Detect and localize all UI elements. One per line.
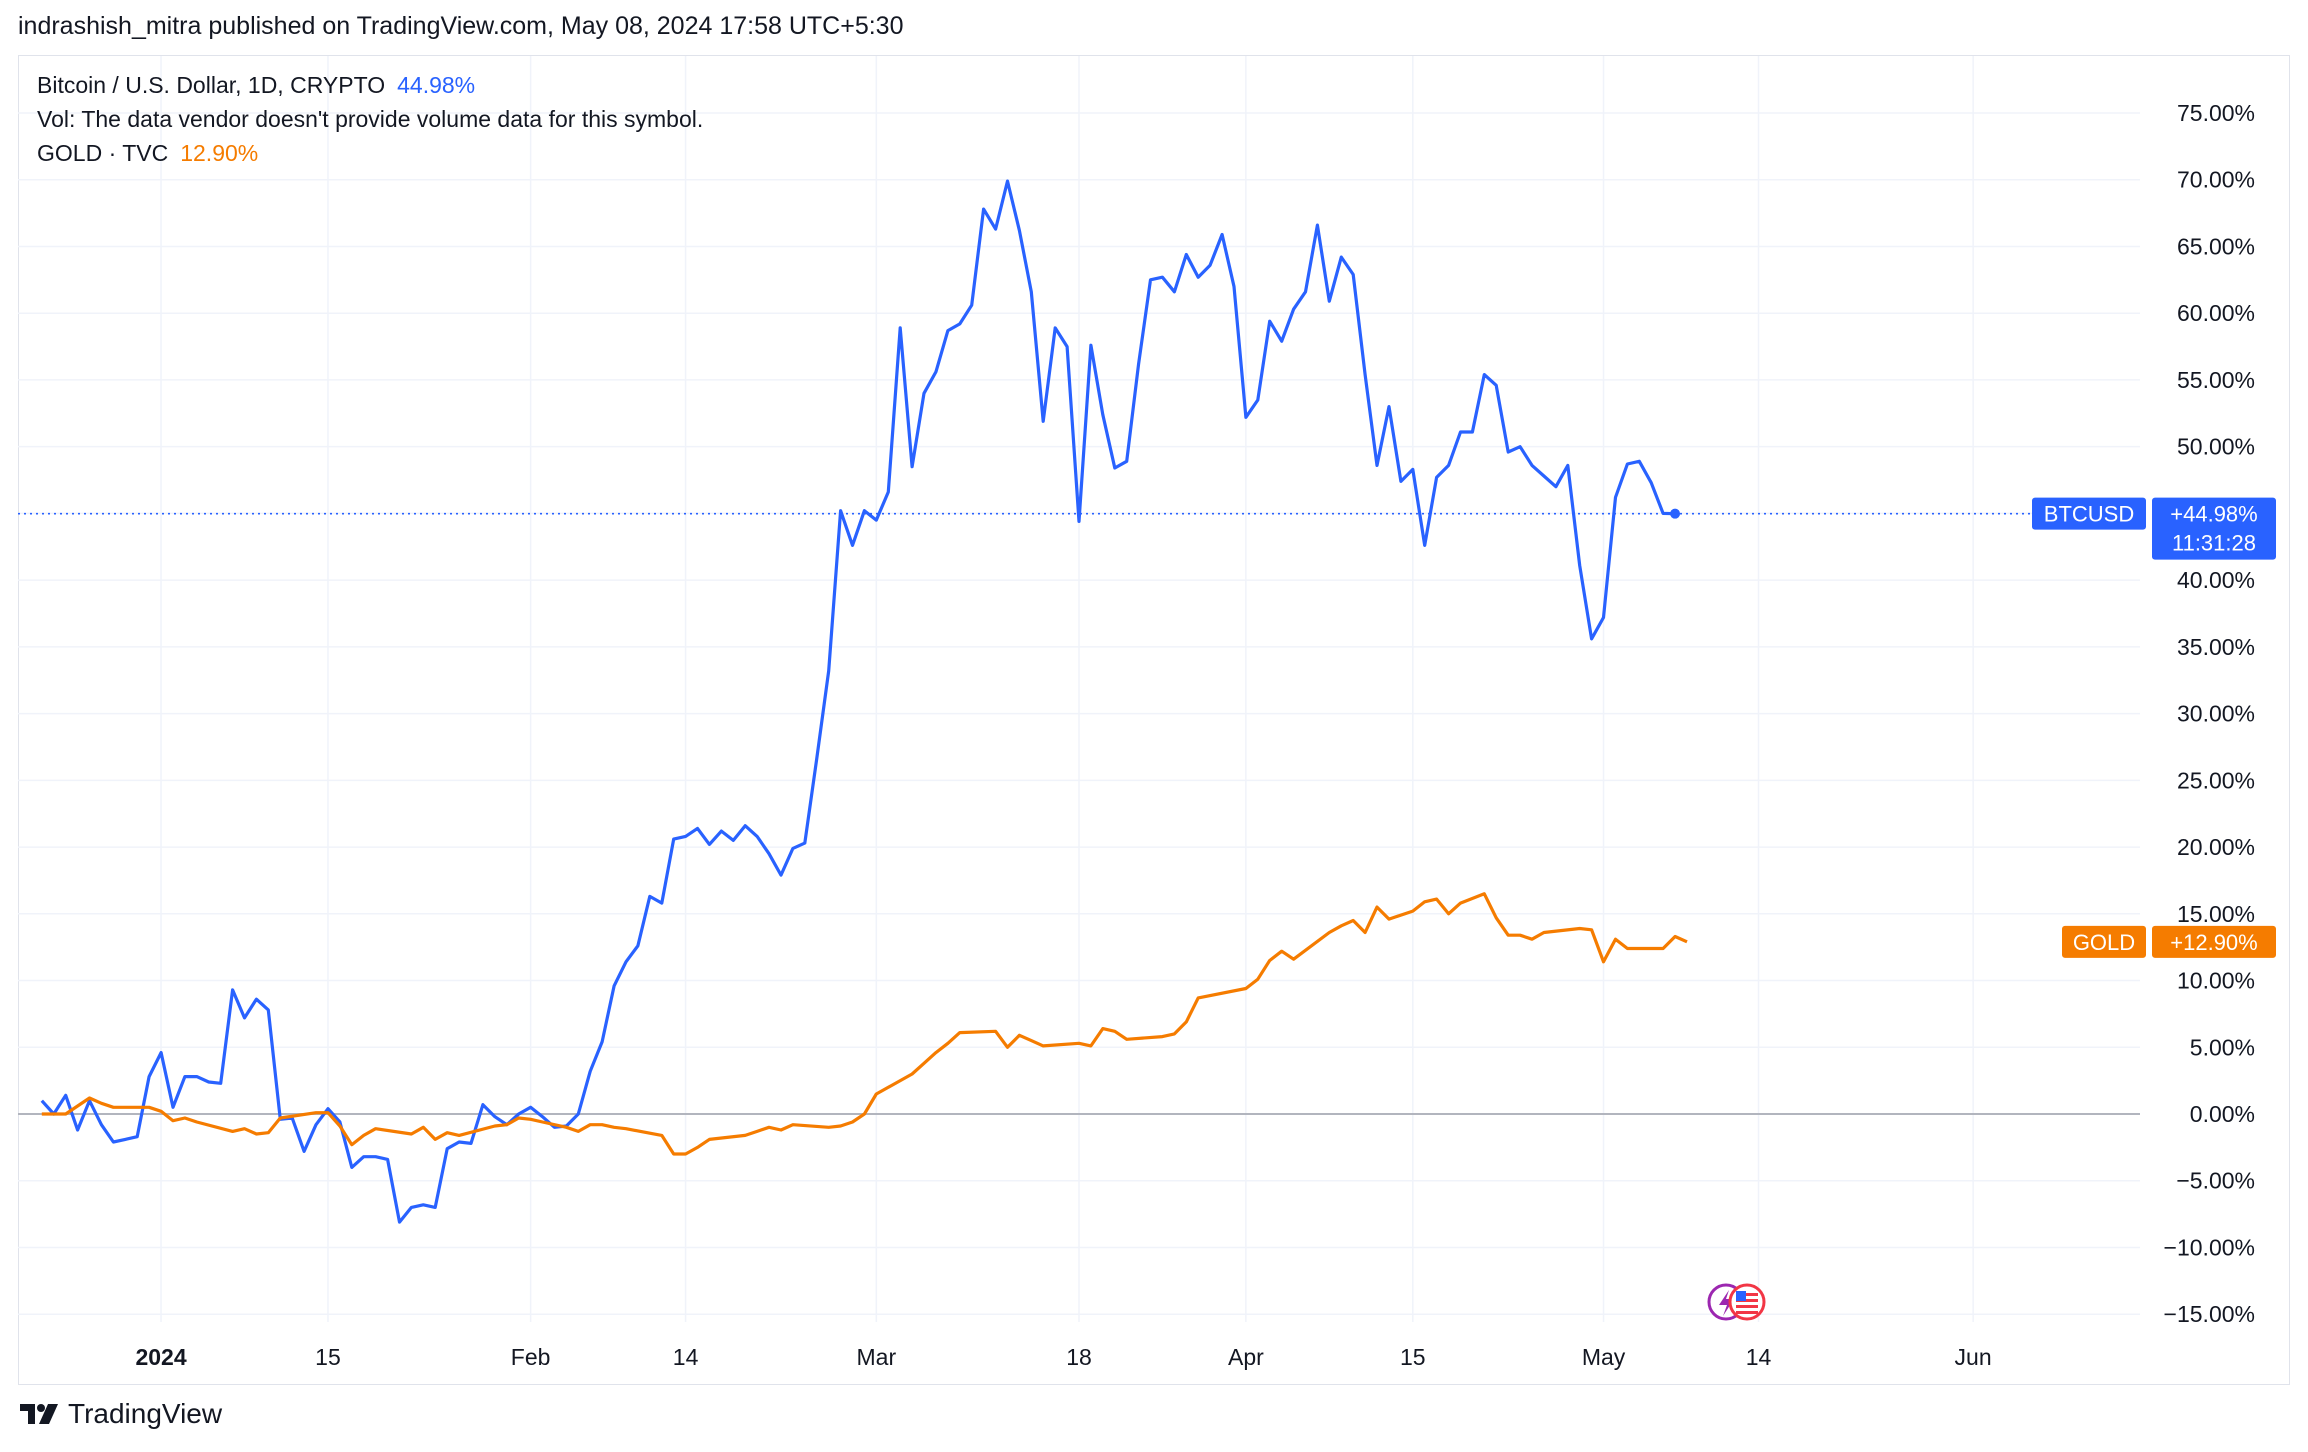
y-tick-label: −15.00% [2164,1301,2255,1327]
chart-frame [18,55,2290,1385]
y-tick-label: 35.00% [2177,634,2255,660]
legend-btc[interactable]: Bitcoin / U.S. Dollar, 1D, CRYPTO 44.98% [37,72,475,99]
x-tick-label: 14 [673,1344,699,1370]
btc-countdown-label: 11:31:28 [2172,531,2256,556]
legend-volume-text: Vol: The data vendor doesn't provide vol… [37,106,704,132]
price-badges: BTCUSD +44.98% 11:31:28 GOLD +12.90% [2032,497,2276,958]
btc-value-box [2152,497,2276,560]
x-tick-label: 15 [315,1344,341,1370]
y-axis: 75.00%70.00%65.00%60.00%55.00%50.00%45.0… [2164,100,2255,1327]
gold-value-label: +12.90% [2170,930,2257,955]
gold-symbol-label: GOLD [2073,930,2135,955]
grid-layer [18,56,2140,1322]
tradingview-brand: TradingView [68,1398,223,1429]
legend-gold-value: 12.90% [180,140,259,166]
y-tick-label: −5.00% [2176,1168,2255,1194]
legend-gold[interactable]: GOLD · TVC 12.90% [37,140,258,167]
y-tick-label: 50.00% [2177,434,2255,460]
x-tick-label: Feb [511,1344,551,1370]
y-tick-label: 60.00% [2177,300,2255,326]
y-tick-label: −10.00% [2164,1234,2255,1260]
legend-volume: Vol: The data vendor doesn't provide vol… [37,106,703,133]
gold-symbol-box [2062,925,2146,958]
y-tick-label: 10.00% [2177,968,2255,994]
legend-btc-name: Bitcoin / U.S. Dollar, 1D, CRYPTO [37,72,386,98]
us-flag-event-icon[interactable] [1728,1283,1766,1321]
tradingview-logo[interactable]: TradingView [20,1398,222,1430]
x-axis: 2024 15 Feb 14 Mar 18 Apr 15 May 14 Jun [135,1344,1991,1370]
btc-symbol-label: BTCUSD [2044,502,2134,527]
x-tick-label: 18 [1066,1344,1092,1370]
series-line-btcusd[interactable] [40,179,1676,1224]
x-tick-label: May [1582,1344,1626,1370]
legend-btc-value: 44.98% [397,72,476,98]
btc-last-point [1670,508,1681,519]
btc-symbol-box [2032,497,2146,530]
x-tick-label: Jun [1955,1344,1992,1370]
tradingview-logo-icon [20,1404,58,1424]
y-tick-label: 30.00% [2177,701,2255,727]
y-tick-label: 75.00% [2177,100,2255,126]
gold-badge[interactable]: GOLD +12.90% [2062,925,2276,958]
x-tick-label: 14 [1746,1344,1772,1370]
x-tick-label: Apr [1228,1344,1264,1370]
y-tick-label: 40.00% [2177,567,2255,593]
series-layer [18,179,2030,1224]
btc-badge[interactable]: BTCUSD +44.98% 11:31:28 [2032,497,2276,560]
gold-value-box [2152,925,2276,958]
y-tick-label: 20.00% [2177,834,2255,860]
event-icons[interactable] [1707,1283,1766,1321]
y-tick-label: 5.00% [2190,1034,2255,1060]
y-tick-label: 65.00% [2177,233,2255,259]
y-tick-label: 15.00% [2177,901,2255,927]
legend-gold-name: GOLD · TVC [37,140,169,166]
y-tick-label: 25.00% [2177,767,2255,793]
series-line-gold[interactable] [41,892,1688,1156]
x-tick-label: 2024 [135,1344,186,1370]
publish-info: indrashish_mitra published on TradingVie… [18,12,904,40]
y-tick-label: 0.00% [2190,1101,2255,1127]
x-tick-label: Mar [857,1344,897,1370]
btc-value-label: +44.98% [2170,502,2257,527]
y-tick-label: 70.00% [2177,167,2255,193]
x-tick-label: 15 [1400,1344,1426,1370]
y-tick-label: 55.00% [2177,367,2255,393]
